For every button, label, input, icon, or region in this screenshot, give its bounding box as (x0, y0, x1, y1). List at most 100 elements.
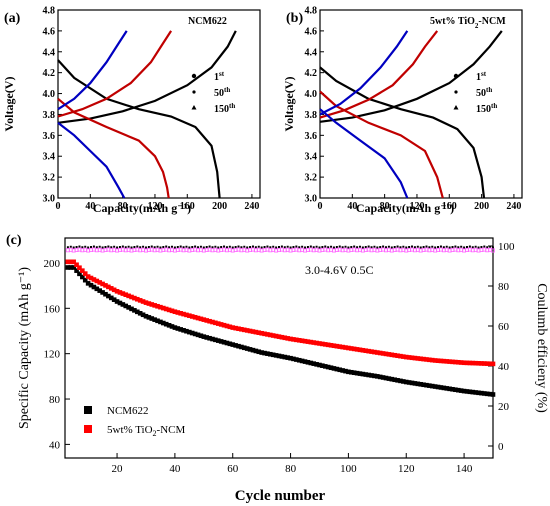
capacity-point (250, 329, 256, 334)
efficiency-point (460, 245, 463, 248)
capacity-point (473, 390, 478, 395)
efficiency-point (223, 245, 226, 248)
capacity-point (360, 347, 366, 353)
x-tick-label: 200 (212, 201, 227, 212)
capacity-point (198, 333, 204, 339)
capacity-point (294, 357, 299, 362)
efficiency-point (144, 246, 147, 249)
efficiency-point (402, 245, 405, 248)
capacity-point (97, 288, 103, 293)
efficiency-point (220, 246, 223, 248)
capacity-point (415, 356, 421, 361)
capacity-point (259, 350, 264, 355)
capacity-point (152, 303, 157, 308)
capacity-point (285, 336, 290, 341)
efficiency-point (225, 246, 228, 249)
efficiency-point (147, 246, 150, 248)
efficiency-point (413, 246, 416, 249)
capacity-point (80, 268, 85, 273)
y-tick-label-right: 40 (498, 361, 510, 373)
capacity-point (285, 355, 290, 360)
capacity-point (132, 295, 137, 301)
capacity-point (166, 307, 172, 313)
capacity-point (296, 337, 302, 343)
capacity-point (372, 373, 377, 379)
x-tick-label: 240 (244, 201, 259, 212)
efficiency-point (234, 246, 237, 248)
capacity-point (163, 306, 169, 312)
efficiency-point (356, 246, 359, 249)
capacity-point (181, 311, 186, 317)
charge-curve (57, 30, 128, 111)
capacity-point (259, 330, 264, 336)
capacity-point (320, 363, 325, 368)
x-ticks: 20 40 60 80 100 120 140 (112, 453, 473, 475)
capacity-point (476, 361, 481, 366)
capacity-point (204, 318, 210, 323)
x-tick-label: 80 (285, 463, 297, 475)
capacity-point (169, 308, 175, 314)
capacity-point (94, 286, 100, 292)
y-tick-label: 4.6 (43, 26, 56, 37)
efficiency-point (364, 246, 367, 248)
efficiency-point (275, 246, 278, 249)
chart-title: 5wt% TiO2-NCM (430, 16, 506, 30)
capacity-point (224, 340, 230, 346)
capacity-point (276, 353, 282, 359)
capacity-point (111, 297, 117, 302)
efficiency-point (113, 245, 116, 248)
efficiency-point (254, 246, 257, 249)
capacity-point (213, 337, 218, 343)
capacity-point (328, 342, 334, 348)
capacity-point (137, 298, 143, 303)
efficiency-point (321, 246, 324, 248)
efficiency-point (237, 245, 240, 248)
capacity-point (406, 355, 412, 360)
x-tick-label: 120 (409, 201, 424, 212)
capacity-point (103, 283, 108, 288)
y-tick-label: 3.4 (43, 152, 56, 163)
efficiency-point (246, 246, 249, 249)
capacity-point (140, 299, 146, 304)
capacity-point (233, 325, 238, 331)
efficiency-point (136, 245, 139, 248)
capacity-point (100, 290, 105, 295)
efficiency-point (301, 245, 304, 248)
efficiency-point (361, 246, 364, 249)
efficiency-point (153, 246, 156, 249)
capacity-point (328, 365, 334, 371)
capacity-point (302, 338, 308, 344)
capacity-point (82, 271, 88, 276)
efficiency-point (171, 245, 173, 248)
charge-curve (57, 30, 173, 118)
capacity-point (369, 349, 374, 354)
efficiency-point (283, 246, 286, 249)
x-tick-label: 200 (474, 201, 489, 212)
efficiency-point (347, 246, 350, 249)
legend-label: 150th (476, 102, 497, 115)
capacity-point (484, 361, 490, 366)
capacity-point (221, 339, 227, 345)
capacity-point (377, 350, 383, 356)
efficiency-point (454, 245, 457, 248)
capacity-point (129, 294, 134, 300)
capacity-point (340, 344, 345, 350)
capacity-point (455, 359, 461, 365)
capacity-point (88, 275, 94, 281)
efficiency-point (75, 246, 78, 248)
x-tick-label: 80 (118, 201, 128, 212)
capacity-point (348, 346, 354, 351)
legend-marker (191, 73, 197, 79)
curves (57, 30, 237, 199)
capacity-point (175, 310, 181, 315)
capacity-point (441, 385, 447, 391)
capacity-point (337, 367, 343, 373)
discharge-curve (319, 66, 486, 199)
capacity-point (71, 259, 76, 265)
capacity-point (490, 392, 496, 397)
efficiency-point (338, 245, 341, 248)
y-tick-label-right: 80 (498, 281, 510, 293)
y-tick-label: 3.6 (305, 131, 318, 142)
legend-label: 150th (214, 102, 235, 115)
efficiency-point (353, 245, 356, 248)
